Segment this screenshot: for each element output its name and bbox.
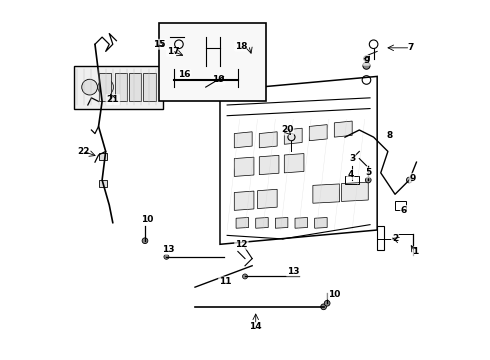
Bar [129, 73, 142, 102]
Circle shape [164, 254, 169, 259]
Text: 14: 14 [249, 322, 262, 331]
Text: 10: 10 [328, 290, 341, 299]
Circle shape [142, 238, 148, 244]
Polygon shape [259, 132, 277, 148]
Polygon shape [236, 217, 248, 228]
Circle shape [243, 274, 247, 279]
Text: 16: 16 [178, 70, 191, 79]
Text: 11: 11 [219, 277, 232, 286]
Polygon shape [309, 125, 327, 141]
Circle shape [321, 304, 326, 310]
Bar [143, 73, 156, 102]
Text: 8: 8 [387, 131, 393, 140]
Polygon shape [295, 217, 308, 228]
Text: 6: 6 [401, 206, 407, 215]
Polygon shape [284, 128, 302, 144]
Text: 22: 22 [77, 147, 90, 156]
Polygon shape [342, 182, 368, 202]
Text: 18: 18 [235, 41, 247, 50]
Bar [115, 73, 127, 102]
Text: 10: 10 [141, 215, 153, 224]
Text: 20: 20 [281, 126, 294, 135]
Circle shape [364, 56, 369, 62]
Bar [74, 66, 163, 109]
Text: 9: 9 [363, 56, 369, 65]
Polygon shape [259, 156, 279, 175]
Circle shape [98, 79, 114, 95]
Polygon shape [258, 189, 277, 208]
Text: 9: 9 [410, 174, 416, 183]
Polygon shape [234, 157, 254, 176]
Bar [345, 176, 359, 184]
Polygon shape [234, 191, 254, 210]
Text: 1: 1 [412, 247, 418, 256]
Circle shape [324, 300, 330, 306]
Text: 7: 7 [407, 43, 414, 52]
Text: 21: 21 [107, 95, 119, 104]
Text: 3: 3 [349, 154, 355, 163]
Polygon shape [315, 217, 327, 228]
Circle shape [82, 79, 98, 95]
Bar [159, 23, 267, 102]
Text: 12: 12 [235, 240, 247, 249]
Text: 2: 2 [392, 234, 398, 243]
Polygon shape [234, 132, 252, 148]
Circle shape [363, 62, 370, 69]
Text: 19: 19 [212, 76, 224, 85]
Bar [98, 153, 107, 160]
Polygon shape [256, 217, 268, 228]
Polygon shape [284, 154, 304, 173]
Text: 4: 4 [347, 170, 354, 179]
Text: 13: 13 [162, 245, 174, 254]
Text: 17: 17 [167, 47, 180, 56]
Polygon shape [275, 217, 288, 228]
Bar [395, 202, 406, 210]
Text: 13: 13 [287, 267, 299, 276]
Text: 15: 15 [153, 40, 166, 49]
Bar [98, 73, 111, 102]
Polygon shape [334, 121, 352, 137]
Bar [377, 226, 384, 249]
Bar [98, 180, 107, 187]
Circle shape [407, 177, 412, 183]
Circle shape [366, 177, 371, 183]
Polygon shape [313, 184, 340, 203]
Text: 5: 5 [365, 168, 371, 177]
